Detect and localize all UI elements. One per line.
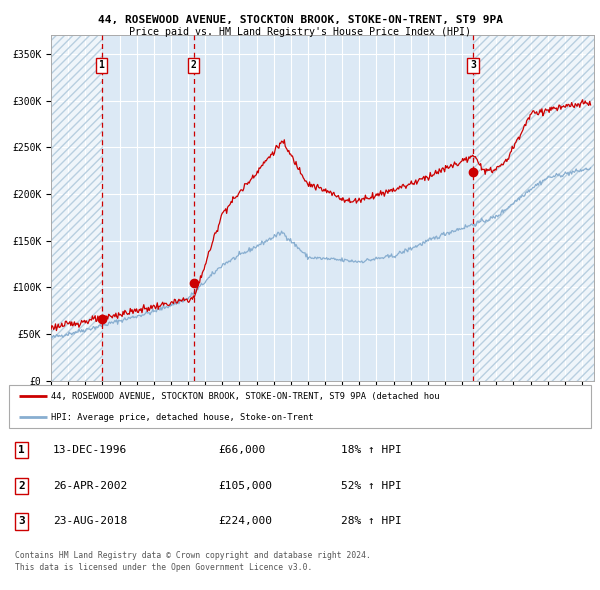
Bar xyxy=(473,35,594,381)
HPI: Average price, detached house, Stoke-on-Trent: (2.01e+03, 1.29e+05): Average price, detached house, Stoke-on-… xyxy=(366,257,373,264)
HPI: Average price, detached house, Stoke-on-Trent: (1.99e+03, 4.6e+04): Average price, detached house, Stoke-on-… xyxy=(49,334,56,341)
HPI: Average price, detached house, Stoke-on-Trent: (2.02e+03, 1.41e+05): Average price, detached house, Stoke-on-… xyxy=(409,245,416,252)
44, ROSEWOOD AVENUE, STOCKTON BROOK, STOKE-ON-TRENT, ST9 9PA (detached hou xyxy=(144,308,151,315)
Bar xyxy=(194,35,473,381)
Text: 13-DEC-1996: 13-DEC-1996 xyxy=(53,445,127,455)
Text: 44, ROSEWOOD AVENUE, STOCKTON BROOK, STOKE-ON-TRENT, ST9 9PA: 44, ROSEWOOD AVENUE, STOCKTON BROOK, STO… xyxy=(97,15,503,25)
Text: 3: 3 xyxy=(19,516,25,526)
HPI: Average price, detached house, Stoke-on-Trent: (2.01e+03, 1.46e+05): Average price, detached house, Stoke-on-… xyxy=(292,241,299,248)
Text: 2: 2 xyxy=(19,481,25,491)
Text: 3: 3 xyxy=(470,60,476,70)
HPI: Average price, detached house, Stoke-on-Trent: (1.99e+03, 4.66e+04): Average price, detached house, Stoke-on-… xyxy=(47,333,55,340)
44, ROSEWOOD AVENUE, STOCKTON BROOK, STOKE-ON-TRENT, ST9 9PA (detached hou xyxy=(47,326,55,333)
44, ROSEWOOD AVENUE, STOCKTON BROOK, STOKE-ON-TRENT, ST9 9PA (detached hou xyxy=(53,327,60,334)
44, ROSEWOOD AVENUE, STOCKTON BROOK, STOKE-ON-TRENT, ST9 9PA (detached hou xyxy=(409,181,416,188)
44, ROSEWOOD AVENUE, STOCKTON BROOK, STOKE-ON-TRENT, ST9 9PA (detached hou xyxy=(366,195,373,202)
Text: £224,000: £224,000 xyxy=(218,516,272,526)
Text: 52% ↑ HPI: 52% ↑ HPI xyxy=(341,481,401,491)
44, ROSEWOOD AVENUE, STOCKTON BROOK, STOKE-ON-TRENT, ST9 9PA (detached hou xyxy=(587,101,594,109)
Text: 26-APR-2002: 26-APR-2002 xyxy=(53,481,127,491)
Text: 28% ↑ HPI: 28% ↑ HPI xyxy=(341,516,401,526)
Text: 18% ↑ HPI: 18% ↑ HPI xyxy=(341,445,401,455)
Text: 44, ROSEWOOD AVENUE, STOCKTON BROOK, STOKE-ON-TRENT, ST9 9PA (detached hou: 44, ROSEWOOD AVENUE, STOCKTON BROOK, STO… xyxy=(51,392,439,401)
Bar xyxy=(101,35,194,381)
Text: 23-AUG-2018: 23-AUG-2018 xyxy=(53,516,127,526)
Text: 1: 1 xyxy=(98,60,104,70)
HPI: Average price, detached house, Stoke-on-Trent: (2.02e+03, 1.61e+05): Average price, detached house, Stoke-on-… xyxy=(455,227,462,234)
Text: HPI: Average price, detached house, Stoke-on-Trent: HPI: Average price, detached house, Stok… xyxy=(51,413,313,422)
Text: £105,000: £105,000 xyxy=(218,481,272,491)
44, ROSEWOOD AVENUE, STOCKTON BROOK, STOKE-ON-TRENT, ST9 9PA (detached hou xyxy=(455,162,462,169)
Text: This data is licensed under the Open Government Licence v3.0.: This data is licensed under the Open Gov… xyxy=(15,563,313,572)
Text: Contains HM Land Registry data © Crown copyright and database right 2024.: Contains HM Land Registry data © Crown c… xyxy=(15,551,371,560)
FancyBboxPatch shape xyxy=(9,385,591,428)
Text: £66,000: £66,000 xyxy=(218,445,266,455)
Text: Price paid vs. HM Land Registry's House Price Index (HPI): Price paid vs. HM Land Registry's House … xyxy=(129,27,471,37)
44, ROSEWOOD AVENUE, STOCKTON BROOK, STOKE-ON-TRENT, ST9 9PA (detached hou xyxy=(292,158,299,165)
HPI: Average price, detached house, Stoke-on-Trent: (2.03e+03, 2.28e+05): Average price, detached house, Stoke-on-… xyxy=(587,165,594,172)
Line: HPI: Average price, detached house, Stoke-on-Trent: HPI: Average price, detached house, Stok… xyxy=(51,168,590,337)
HPI: Average price, detached house, Stoke-on-Trent: (2e+03, 8.99e+04): Average price, detached house, Stoke-on-… xyxy=(187,293,194,300)
Line: 44, ROSEWOOD AVENUE, STOCKTON BROOK, STOKE-ON-TRENT, ST9 9PA (detached hou: 44, ROSEWOOD AVENUE, STOCKTON BROOK, STO… xyxy=(51,100,590,330)
HPI: Average price, detached house, Stoke-on-Trent: (2e+03, 7.23e+04): Average price, detached house, Stoke-on-… xyxy=(144,310,151,317)
Bar xyxy=(51,35,101,381)
44, ROSEWOOD AVENUE, STOCKTON BROOK, STOKE-ON-TRENT, ST9 9PA (detached hou xyxy=(187,295,194,302)
44, ROSEWOOD AVENUE, STOCKTON BROOK, STOKE-ON-TRENT, ST9 9PA (detached hou xyxy=(579,96,586,103)
Text: 1: 1 xyxy=(19,445,25,455)
Bar xyxy=(51,35,101,381)
Bar xyxy=(473,35,594,381)
Text: 2: 2 xyxy=(191,60,196,70)
